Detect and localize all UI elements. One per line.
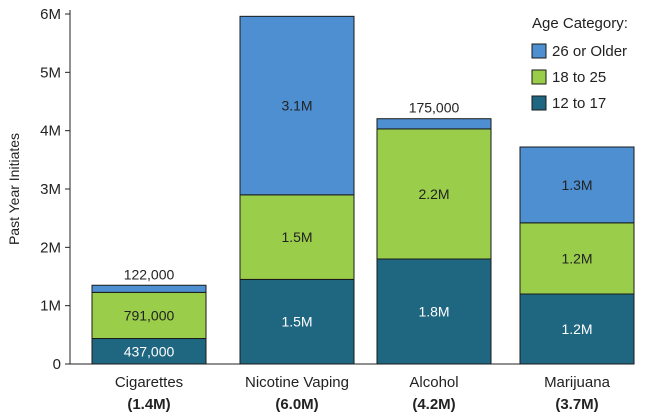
bar-segment-18-to-25 [519, 222, 635, 295]
legend-swatch [531, 69, 547, 85]
y-tick-label: 5M [40, 64, 61, 81]
data-label: 1.2M [561, 250, 592, 266]
data-label: 1.5M [281, 314, 312, 330]
data-label: 175,000 [409, 100, 460, 116]
bar-segment-18-to-25 [91, 291, 207, 340]
data-label: 1.3M [561, 177, 592, 193]
legend-entry: 26 or Older [552, 43, 627, 60]
data-label: 1.2M [561, 321, 592, 337]
x-tick-total-label: (6.0M) [275, 396, 318, 413]
x-tick-total-label: (1.4M) [127, 396, 170, 413]
bar-segment-26-or-older [376, 118, 492, 130]
data-label: 122,000 [124, 266, 175, 282]
legend-title: Age Category: [532, 15, 628, 32]
data-label: 437,000 [124, 343, 175, 359]
y-tick-label: 3M [40, 181, 61, 198]
data-label: 791,000 [124, 307, 175, 323]
y-axis-title: Past Year Initiates [6, 133, 22, 245]
bar-segment-12-to-17 [519, 293, 635, 365]
data-label: 1.5M [281, 229, 312, 245]
y-tick-label: 1M [40, 298, 61, 315]
bar-segment-18-to-25 [239, 194, 355, 280]
bar-segment-12-to-17 [376, 258, 492, 365]
y-tick-label: 2M [40, 239, 61, 256]
legend-swatch [531, 43, 547, 59]
y-tick-label: 0 [53, 356, 61, 373]
x-tick-label: Nicotine Vaping [245, 374, 349, 391]
x-tick-total-label: (3.7M) [555, 396, 598, 413]
legend-entry: 18 to 25 [552, 69, 606, 86]
bar-segment-26-or-older [519, 146, 635, 224]
x-tick-label: Cigarettes [115, 374, 183, 391]
x-tick-label: Alcohol [409, 374, 458, 391]
bar-segment-26-or-older [91, 284, 207, 293]
legend-swatch [531, 95, 547, 111]
y-tick-label: 4M [40, 123, 61, 140]
x-tick-total-label: (4.2M) [412, 396, 455, 413]
data-label: 1.8M [418, 304, 449, 320]
x-tick-label: Marijuana [544, 374, 611, 391]
legend-entry: 12 to 17 [552, 95, 606, 112]
data-label: 3.1M [281, 98, 312, 114]
bar-segment-26-or-older [239, 15, 355, 196]
data-label: 2.2M [418, 186, 449, 202]
y-tick-label: 6M [40, 6, 61, 23]
bar-segment-12-to-17 [239, 278, 355, 365]
